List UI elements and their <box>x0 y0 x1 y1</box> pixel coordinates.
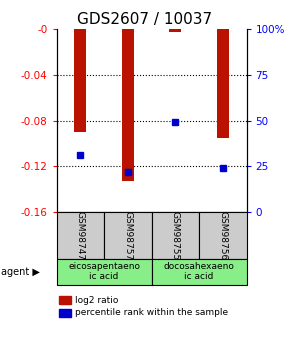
Text: log2 ratio: log2 ratio <box>75 296 119 305</box>
Bar <box>74 29 86 132</box>
Bar <box>169 29 181 32</box>
Text: eicosapentaeno
ic acid: eicosapentaeno ic acid <box>68 262 140 282</box>
Text: GDS2607 / 10037: GDS2607 / 10037 <box>77 12 213 27</box>
Text: GSM98756: GSM98756 <box>218 211 227 260</box>
Text: GSM98755: GSM98755 <box>171 211 180 260</box>
Bar <box>122 29 134 181</box>
Text: agent ▶: agent ▶ <box>1 267 40 277</box>
Text: GSM98747: GSM98747 <box>76 211 85 260</box>
Bar <box>217 29 229 138</box>
Text: GSM98757: GSM98757 <box>123 211 132 260</box>
Text: percentile rank within the sample: percentile rank within the sample <box>75 308 229 317</box>
Text: docosahexaeno
ic acid: docosahexaeno ic acid <box>164 262 234 282</box>
